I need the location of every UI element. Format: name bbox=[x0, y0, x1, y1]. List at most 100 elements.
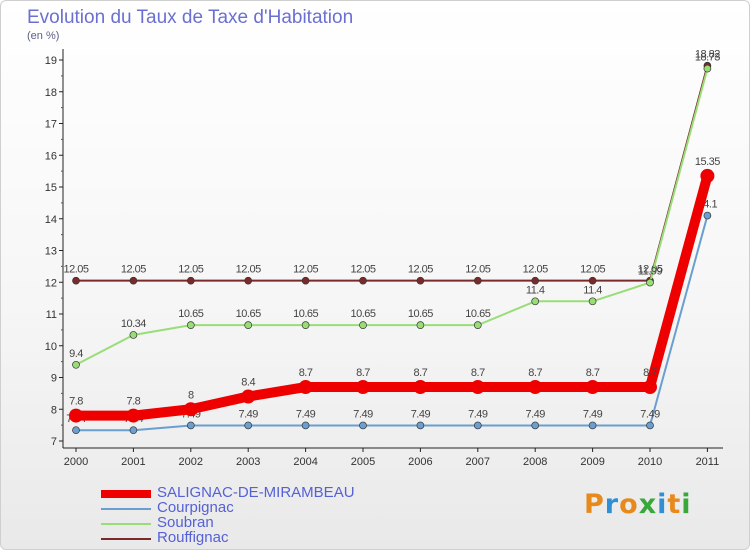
x-tick-label: 2010 bbox=[638, 456, 662, 468]
series-line-salignac-de-mirambeau bbox=[71, 170, 713, 421]
data-point-rouffignac bbox=[186, 276, 195, 285]
legend-swatch-salignac bbox=[101, 490, 151, 498]
data-label-soubran: 11.99 bbox=[638, 266, 663, 278]
data-label-salignac-de-mirambeau: 8.7 bbox=[356, 367, 370, 379]
data-point-soubran bbox=[416, 321, 425, 329]
data-label-courpignac: 7.49 bbox=[583, 408, 603, 420]
data-label-soubran: 9.4 bbox=[69, 348, 83, 360]
data-point-rouffignac bbox=[416, 276, 425, 285]
data-point-salignac-de-mirambeau bbox=[69, 408, 83, 423]
data-label-rouffignac: 12.05 bbox=[178, 264, 203, 276]
data-point-soubran bbox=[186, 321, 195, 329]
data-point-soubran bbox=[588, 297, 597, 306]
data-point-salignac-de-mirambeau bbox=[585, 380, 600, 395]
legend-label-rouffignac: Rouffignac bbox=[157, 529, 229, 546]
data-label-courpignac: 7.49 bbox=[353, 408, 373, 420]
x-tick-label: 2006 bbox=[408, 456, 432, 468]
data-point-courpignac bbox=[416, 421, 425, 430]
logo-letter: r bbox=[604, 489, 620, 520]
y-tick-label: 15 bbox=[45, 182, 57, 194]
data-label-salignac-de-mirambeau: 8.7 bbox=[586, 367, 600, 379]
data-point-soubran bbox=[301, 321, 310, 329]
data-point-courpignac bbox=[646, 421, 654, 430]
data-label-salignac-de-mirambeau: 8 bbox=[188, 389, 194, 401]
legend-swatch-rouffignac bbox=[101, 538, 151, 540]
data-point-courpignac bbox=[359, 421, 367, 430]
data-point-courpignac bbox=[531, 421, 540, 430]
chart-title: Evolution du Taux de Taxe d'Habitation bbox=[27, 7, 354, 28]
line-chart: 7 8 9 10 11 12 13 14 15 16 17 18 19 2000 2001 2002 2003 2… bbox=[45, 49, 723, 468]
x-tick-label: 2003 bbox=[236, 456, 260, 468]
data-point-courpignac bbox=[588, 421, 597, 430]
series-line-courpignac bbox=[75, 214, 709, 432]
data-point-salignac-de-mirambeau bbox=[356, 380, 370, 395]
data-point-salignac-de-mirambeau bbox=[241, 389, 256, 404]
y-tick-label: 10 bbox=[45, 341, 57, 353]
data-point-soubran bbox=[244, 321, 253, 329]
data-label-rouffignac: 12.05 bbox=[637, 264, 662, 276]
data-point-courpignac bbox=[186, 421, 195, 430]
x-tick-label: 2002 bbox=[179, 456, 203, 468]
data-label-courpignac: 7.49 bbox=[525, 408, 545, 420]
data-point-soubran bbox=[531, 297, 540, 306]
logo-letter: t bbox=[667, 489, 682, 520]
data-point-salignac-de-mirambeau bbox=[528, 380, 543, 395]
data-label-rouffignac: 12.05 bbox=[523, 264, 548, 276]
data-label-salignac-de-mirambeau: 8.7 bbox=[299, 367, 313, 379]
data-label-rouffignac: 18.82 bbox=[695, 49, 720, 61]
proxiti-logo: Proxiti bbox=[584, 489, 692, 520]
data-label-soubran: 11.4 bbox=[583, 284, 602, 296]
data-point-soubran bbox=[703, 64, 712, 73]
data-label-salignac-de-mirambeau: 7.8 bbox=[127, 396, 141, 408]
data-label-rouffignac: 12.05 bbox=[236, 264, 261, 276]
data-label-courpignac: 7.49 bbox=[296, 408, 316, 420]
y-tick-label: 13 bbox=[45, 246, 57, 258]
data-label-rouffignac: 12.05 bbox=[121, 264, 146, 276]
legend-swatch-courpignac bbox=[101, 508, 151, 510]
data-point-rouffignac bbox=[244, 276, 253, 285]
data-point-salignac-de-mirambeau bbox=[700, 168, 715, 183]
legend-label-soubran: Soubran bbox=[157, 514, 214, 531]
data-label-soubran: 10.65 bbox=[293, 308, 318, 320]
x-tick-label: 2005 bbox=[351, 456, 375, 468]
x-tick-label: 2008 bbox=[523, 456, 547, 468]
data-point-soubran bbox=[72, 360, 80, 369]
data-point-rouffignac bbox=[531, 276, 540, 285]
data-point-salignac-de-mirambeau bbox=[298, 380, 313, 395]
y-tick-label: 19 bbox=[45, 55, 57, 67]
y-tick-label: 17 bbox=[45, 119, 57, 131]
series-line-soubran bbox=[75, 67, 709, 366]
y-tick-label: 11 bbox=[46, 309, 57, 321]
data-label-salignac-de-mirambeau: 8.7 bbox=[643, 367, 657, 379]
data-label-soubran: 10.65 bbox=[178, 308, 203, 320]
data-label-rouffignac: 12.05 bbox=[350, 264, 375, 276]
data-point-salignac-de-mirambeau bbox=[183, 402, 198, 417]
y-tick-label: 8 bbox=[51, 404, 57, 416]
x-tick-label: 2004 bbox=[293, 456, 317, 468]
x-tick-label: 2009 bbox=[580, 456, 604, 468]
data-label-salignac-de-mirambeau: 7.8 bbox=[69, 396, 83, 408]
series-line-rouffignac bbox=[75, 64, 709, 282]
logo-letter: o bbox=[619, 489, 639, 520]
y-tick-label: 9 bbox=[51, 373, 57, 385]
y-tick-label: 16 bbox=[45, 150, 57, 162]
data-label-courpignac: 7.49 bbox=[238, 408, 258, 420]
data-label-soubran: 18.73 bbox=[695, 52, 720, 64]
data-label-rouffignac: 12.05 bbox=[408, 264, 433, 276]
x-tick-label: 2007 bbox=[466, 456, 490, 468]
legend-label-salignac: SALIGNAC-DE-MIRAMBEAU bbox=[157, 484, 355, 501]
data-label-soubran: 10.65 bbox=[350, 308, 375, 320]
unit-label: (en %) bbox=[27, 30, 60, 42]
data-label-soubran: 11.4 bbox=[526, 284, 545, 296]
data-label-salignac-de-mirambeau: 8.4 bbox=[241, 377, 255, 389]
data-point-rouffignac bbox=[473, 276, 482, 285]
data-label-courpignac: 7.49 bbox=[468, 408, 488, 420]
data-label-salignac-de-mirambeau: 15.35 bbox=[695, 156, 720, 168]
y-tick-label: 18 bbox=[45, 87, 57, 99]
data-point-rouffignac bbox=[588, 276, 597, 285]
data-label-rouffignac: 12.05 bbox=[63, 264, 88, 276]
data-point-salignac-de-mirambeau bbox=[126, 408, 141, 423]
data-point-salignac-de-mirambeau bbox=[413, 380, 428, 395]
data-point-rouffignac bbox=[301, 276, 310, 285]
